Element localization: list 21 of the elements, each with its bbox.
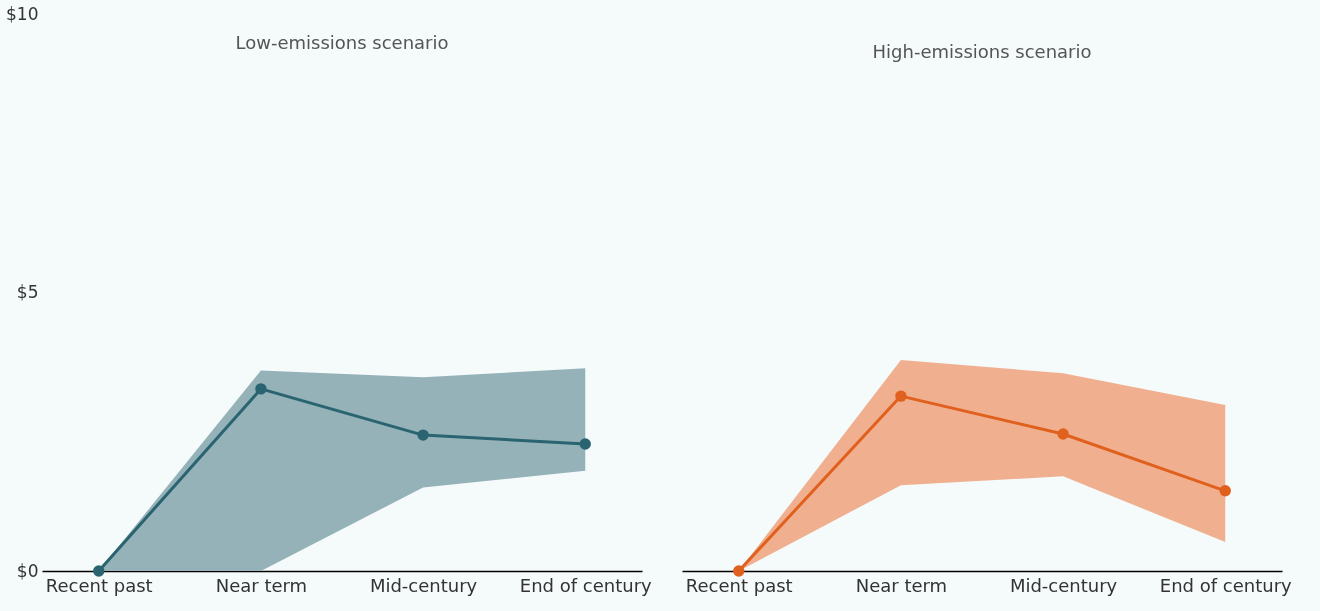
point	[255, 383, 267, 395]
x-tick-label: End of century	[519, 574, 653, 596]
point	[417, 429, 429, 441]
point	[579, 438, 591, 450]
point	[733, 565, 745, 577]
x-tick-label: Recent past	[685, 574, 793, 596]
y-tick-label: $10	[6, 3, 39, 24]
y-tick-label: $0	[16, 560, 39, 581]
point	[93, 565, 105, 577]
point	[895, 390, 907, 402]
point	[1219, 485, 1231, 497]
x-tick-label: Mid-century	[369, 574, 478, 596]
x-tick-label: Recent past	[45, 574, 153, 596]
x-tick-label: Near term	[215, 574, 308, 596]
x-tick-label: Near term	[855, 574, 948, 596]
x-tick-label: End of century	[1159, 574, 1293, 596]
point	[1057, 428, 1069, 440]
text: High-emissions scenario	[872, 41, 1092, 62]
y-tick-label: $5	[16, 282, 39, 302]
x-tick-label: Mid-century	[1009, 574, 1118, 596]
text: Low-emissions scenario	[235, 32, 449, 53]
